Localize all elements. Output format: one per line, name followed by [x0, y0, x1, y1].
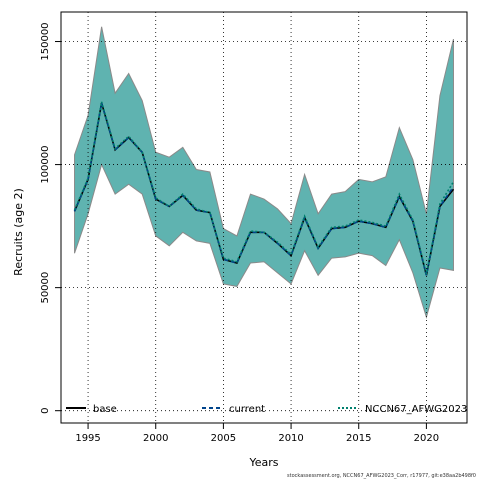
plot-frame: [60, 11, 468, 424]
legend: base current NCCN67_AFWG2023: [66, 404, 467, 415]
confidence-band-layer: [74, 26, 454, 319]
series-line-2: [73, 101, 455, 275]
grid-lines: [61, 12, 467, 423]
axes: 1995 2000 2005 2010 2015 2020 0 50000 100000 1500…: [40, 22, 439, 444]
legend-label-current: current: [229, 404, 265, 415]
legend-label-base: base: [93, 404, 117, 415]
x-tick-label: 2000: [143, 433, 168, 444]
y-tick-label: 150000: [40, 22, 51, 60]
x-tick-label: 2020: [414, 433, 439, 444]
y-tick-label: 50000: [40, 272, 51, 304]
x-tick-label: 2010: [278, 433, 303, 444]
legend-label-nccn67: NCCN67_AFWG2023: [365, 404, 467, 415]
footer-note: stockassessment.org, NCCN67_AFWG2023_Cor…: [287, 473, 476, 479]
y-axis-title: Recruits (age 2): [12, 188, 25, 276]
x-tick-label: 1995: [75, 433, 100, 444]
x-tick-label: 2005: [211, 433, 236, 444]
x-tick-label: 2015: [346, 433, 371, 444]
y-tick-label: 100000: [40, 145, 51, 183]
y-tick-label: 0: [40, 408, 51, 414]
series-lines: [73, 101, 455, 276]
x-axis-title: Years: [248, 456, 278, 469]
confidence-band: [74, 26, 454, 319]
